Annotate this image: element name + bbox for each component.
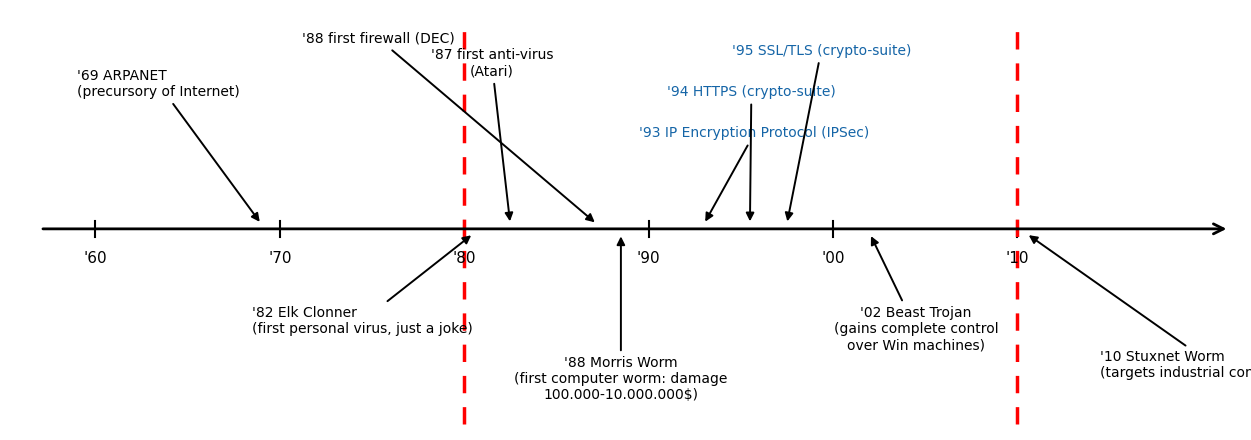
Text: '88 first firewall (DEC): '88 first firewall (DEC) [303,32,593,221]
Text: '00: '00 [821,251,844,266]
Text: '88 Morris Worm
(first computer worm: damage
100.000-10.000.000$): '88 Morris Worm (first computer worm: da… [514,238,728,402]
Text: '02 Beast Trojan
(gains complete control
over Win machines): '02 Beast Trojan (gains complete control… [833,238,998,352]
Text: '82 Elk Clonner
(first personal virus, just a joke): '82 Elk Clonner (first personal virus, j… [253,237,473,336]
Text: '70: '70 [268,251,291,266]
Text: '93 IP Encryption Protocol (IPSec): '93 IP Encryption Protocol (IPSec) [639,126,869,220]
Text: '90: '90 [637,251,661,266]
Text: '10 Stuxnet Worm
(targets industrial conrol system: '10 Stuxnet Worm (targets industrial con… [1031,236,1251,380]
Text: '60: '60 [84,251,108,266]
Text: '69 ARPANET
(precursory of Internet): '69 ARPANET (precursory of Internet) [78,69,259,220]
Text: '95 SSL/TLS (crypto-suite): '95 SSL/TLS (crypto-suite) [732,44,911,219]
Text: '10: '10 [1006,251,1030,266]
Text: '94 HTTPS (crypto-suite): '94 HTTPS (crypto-suite) [667,85,836,219]
Text: '80: '80 [453,251,475,266]
Text: '87 first anti-virus
(Atari): '87 first anti-virus (Atari) [430,48,553,219]
